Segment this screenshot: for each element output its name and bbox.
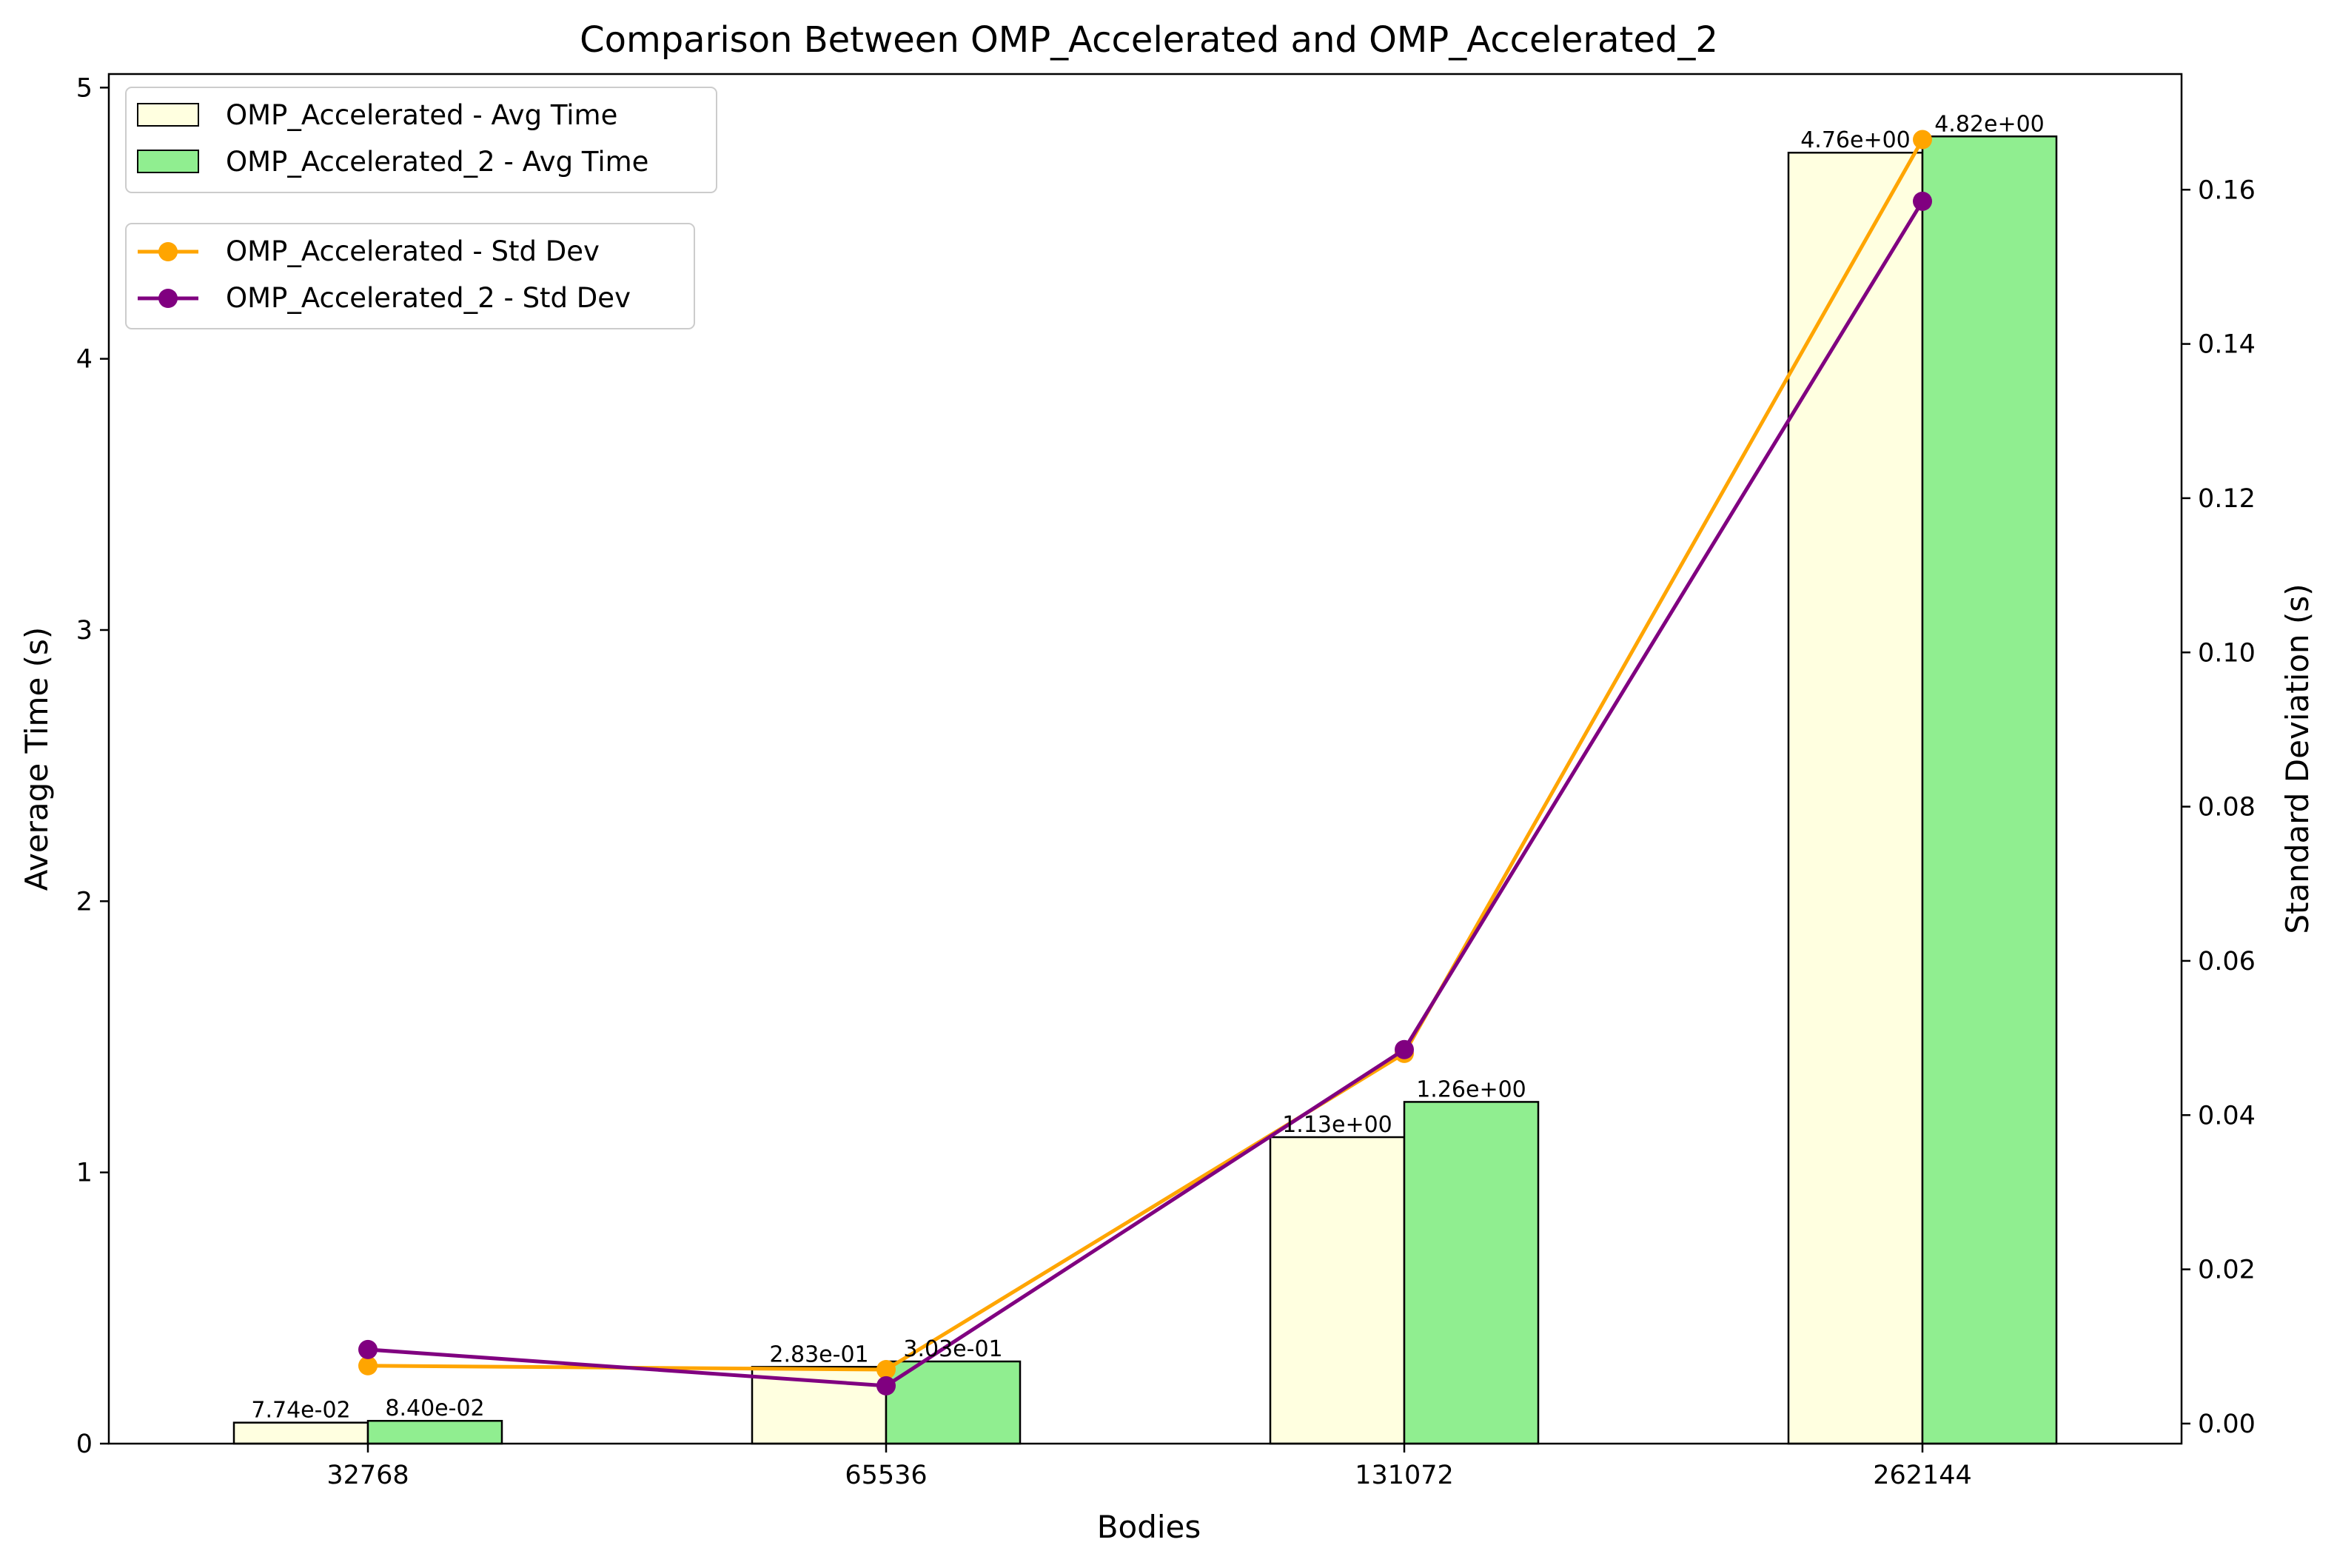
lines-layer: [358, 130, 1932, 1396]
bar-series1-32768: [366, 1419, 503, 1445]
y2-tick-label-0.10: 0.10: [2198, 638, 2256, 668]
y2-tick-label-0.14: 0.14: [2198, 330, 2256, 360]
y-tick-label-3: 3: [76, 616, 93, 646]
y2-tick-label-0.06: 0.06: [2198, 947, 2256, 976]
bars-layer: [232, 135, 2058, 1445]
x-tick-label-65536: 65536: [845, 1461, 927, 1490]
y-axis-label: Average Time (s): [19, 627, 55, 891]
std-point-series1-262144: [1913, 191, 1932, 211]
std-point-series1-131072: [1395, 1039, 1414, 1059]
legend-swatch-omp-accelerated-avg: [137, 103, 199, 127]
y2-tick-label-0.08: 0.08: [2198, 793, 2256, 822]
data-labels: 7.74e-02 2.83e-01 1.13e+00 4.76e+00 8.40e-02…: [251, 111, 2044, 1423]
data-label-series0-262144: 4.76e+00: [1800, 127, 1911, 153]
std-line-series1: [367, 200, 1925, 1388]
data-label-series1-131072: 1.26e+00: [1416, 1076, 1526, 1102]
data-label-series1-32768: 8.40e-02: [385, 1396, 484, 1421]
bar-series1-131072: [1403, 1101, 1540, 1445]
legend-bars-frame: [125, 87, 717, 193]
legend-bars: OMP_Accelerated - Avg Time OMP_Accelerat…: [125, 87, 717, 193]
legend-label-omp-accelerated-avg: OMP_Accelerated - Avg Time: [226, 99, 617, 131]
legend-label-omp-accelerated-2-avg: OMP_Accelerated_2 - Avg Time: [226, 146, 648, 178]
std-point-series0-32768: [358, 1356, 378, 1376]
y2-tick-label-0.16: 0.16: [2198, 175, 2256, 205]
legend-marker-omp-accelerated-std: [158, 242, 178, 261]
bar-series0-262144: [1787, 151, 1924, 1445]
y-left-ticks: 0 1 2 3 4 5: [76, 73, 109, 1459]
legend-lines-frame: [125, 223, 695, 329]
y-tick-label-0: 0: [76, 1430, 93, 1459]
y-tick-label-2: 2: [76, 887, 93, 917]
std-point-series0-262144: [1913, 130, 1932, 150]
y2-axis-label: Standard Deviation (s): [2279, 583, 2316, 934]
std-point-series0-65536: [876, 1360, 896, 1379]
legend-label-omp-accelerated-2-std: OMP_Accelerated_2 - Std Dev: [226, 282, 631, 314]
bar-series0-32768: [232, 1421, 369, 1445]
y-tick-label-1: 1: [76, 1159, 93, 1188]
y2-tick-label-0.02: 0.02: [2198, 1256, 2256, 1285]
x-tick-label-131072: 131072: [1355, 1461, 1454, 1490]
legend-marker-omp-accelerated-2-std: [158, 289, 178, 308]
legend-lines: OMP_Accelerated - Std Dev OMP_Accelerate…: [125, 223, 695, 329]
data-label-series1-262144: 4.82e+00: [1934, 111, 2045, 137]
chart-title: Comparison Between OMP_Accelerated and O…: [580, 19, 1718, 61]
y-tick-label-4: 4: [76, 345, 93, 375]
bar-series1-262144: [1921, 135, 2058, 1445]
data-label-series0-131072: 1.13e+00: [1282, 1112, 1392, 1138]
std-point-series1-65536: [876, 1376, 896, 1396]
legend-swatch-omp-accelerated-2-avg: [137, 150, 199, 173]
data-label-series0-65536: 2.83e-01: [769, 1341, 868, 1367]
y2-tick-label-0.12: 0.12: [2198, 484, 2256, 514]
y2-tick-label-0.00: 0.00: [2198, 1410, 2256, 1439]
x-tick-label-32768: 32768: [326, 1461, 409, 1490]
bar-series0-131072: [1269, 1136, 1406, 1445]
data-label-series1-65536: 3.03e-01: [903, 1336, 1002, 1362]
x-tick-label-262144: 262144: [1873, 1461, 1972, 1490]
legend-label-omp-accelerated-std: OMP_Accelerated - Std Dev: [226, 235, 600, 267]
std-point-series1-32768: [358, 1339, 378, 1359]
plot-frame: [107, 73, 2183, 1445]
x-axis-label: Bodies: [1097, 1509, 1201, 1545]
x-ticks: 32768 65536 131072 262144: [326, 1444, 1972, 1490]
y-tick-label-5: 5: [76, 73, 93, 103]
y2-tick-label-0.04: 0.04: [2198, 1101, 2256, 1130]
y-right-ticks: 0.00 0.02 0.04 0.06 0.08 0.10 0.12 0.14 0.16: [2182, 175, 2256, 1439]
data-label-series0-32768: 7.74e-02: [251, 1398, 350, 1424]
